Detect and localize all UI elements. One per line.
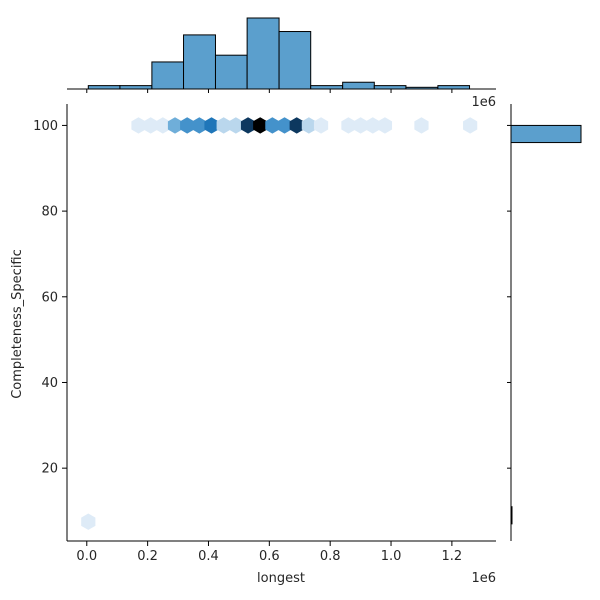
x-hist-bar-1 [119,85,153,90]
hexbin-2 [143,117,158,134]
right-marginal-histogram [507,104,582,541]
hexbin-12 [265,117,280,134]
hexbin-21 [414,117,429,134]
hexbin-15 [301,117,316,134]
x-tick-label-2: 0.4 [198,549,219,564]
x-offset-label-top: 1e6 [471,95,496,110]
x-tick-label-3: 0.6 [259,549,280,564]
x-hist-bar-0 [87,85,121,90]
y-tick-label-2: 60 [41,290,58,305]
hexbin-7 [204,117,219,134]
hexbin-1 [131,117,146,134]
hexbin-0 [81,513,96,530]
hexbin-5 [180,117,195,134]
hexbin-3 [155,117,170,134]
y-tick-label-0: 20 [41,462,58,477]
hexbin-8 [216,117,231,134]
hexbin-14 [289,117,304,134]
x-hist-bar-5 [246,17,280,90]
x-hist-bar-6 [278,31,312,90]
y-hist-bar-0 [510,124,582,144]
x-offset-label-bottom: 1e6 [471,571,496,586]
hexbin-10 [240,117,256,134]
x-hist-bar-8 [342,81,375,90]
x-tick-label-4: 0.8 [320,549,341,564]
x-hist-bar-11 [437,85,471,90]
y-tick-label-1: 40 [41,376,58,391]
hexbin-19 [365,117,380,134]
hexbin-4 [167,117,183,134]
hexbin-17 [341,117,356,134]
hexbin-13 [277,117,292,134]
top-marginal-histogram [67,17,496,93]
y-tick-label-4: 100 [33,119,58,134]
y-tick-label-3: 80 [41,205,58,220]
x-hist-bar-9 [373,85,407,90]
hexbin-20 [377,117,393,134]
hexbin-9 [228,117,243,134]
x-tick-label-1: 0.2 [137,549,158,564]
x-axis-label: longest [257,571,305,586]
x-tick-label-5: 1.0 [381,549,402,564]
hexbin-18 [353,117,368,134]
x-axis: 0.0 0.2 0.4 0.6 0.8 1.0 1.2 [76,541,462,564]
y-axis-label: Completeness_Specific [10,249,25,399]
x-hist-bar-4 [214,54,248,90]
x-hist-bar-3 [183,34,216,90]
hexbin-11 [253,117,268,134]
hexbin-6 [192,117,207,134]
hexbin-22 [463,117,478,134]
y-axis: 20 40 60 80 100 [33,119,67,477]
x-tick-label-6: 1.2 [442,549,463,564]
hexbin-16 [313,117,329,134]
x-hist-bar-7 [310,85,344,90]
x-tick-label-0: 0.0 [76,549,97,564]
x-hist-bar-2 [151,61,185,90]
hexbin-plot-area [66,104,496,542]
